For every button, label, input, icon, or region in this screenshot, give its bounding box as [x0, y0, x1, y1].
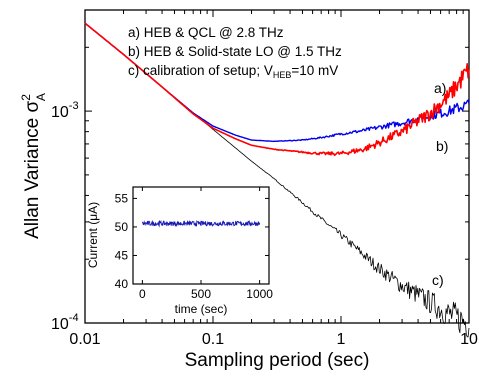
legend-line-b: b) HEB & Solid-state LO @ 1.5 THz: [128, 44, 342, 59]
series-label-b: b): [436, 138, 448, 154]
x-axis-label: Sampling period (sec): [185, 350, 370, 371]
x-tick-label: 0.1: [202, 331, 224, 348]
inset-x-axis-label: time (sec): [175, 302, 228, 316]
y-tick-label: 10-4: [51, 312, 79, 333]
inset-x-tick-label: 500: [191, 287, 211, 301]
legend-line-a: a) HEB & QCL @ 2.8 THz: [128, 25, 284, 40]
legend-line-c-pre: c) calibration of setup; V: [128, 63, 273, 78]
legend: a) HEB & QCL @ 2.8 THz b) HEB & Solid-st…: [128, 25, 342, 80]
y-axis-label-main: Allan Variance σ: [22, 101, 43, 239]
inset-y-tick-label: 45: [115, 248, 129, 262]
y-tick-label-base: 10: [51, 104, 69, 121]
y-axis-label: Allan Variance σ2A: [19, 93, 48, 239]
inset-frame: [132, 186, 270, 285]
x-tick-label: 1: [337, 331, 346, 348]
legend-line-c-sub: HEB: [273, 70, 292, 80]
legend-line-c: c) calibration of setup; VHEB=10 mV: [128, 63, 338, 80]
inset-y-tick-label: 55: [115, 191, 129, 205]
inset-chart: 0 500 1000 40 45 50 55 time (sec) Current (μA): [86, 186, 273, 316]
series-layer: [84, 22, 470, 338]
x-tick-label: 0.01: [69, 331, 100, 348]
inset-series-layer: [141, 219, 261, 228]
inset-x-tick-label: 1000: [246, 287, 273, 301]
x-tick-label: 10: [460, 331, 478, 348]
inset-current-trace: [141, 219, 261, 228]
y-tick-label-base: 10: [51, 316, 69, 333]
inset-axis-ticks: 0 500 1000 40 45 50 55: [115, 187, 273, 301]
y-tick-label-exp: -3: [69, 100, 79, 112]
inset-y-axis-label: Current (μA): [86, 202, 100, 268]
legend-line-c-post: =10 mV: [291, 63, 338, 78]
series-label-c: c): [432, 272, 444, 288]
y-axis-label-sub: A: [34, 93, 48, 101]
inset-y-tick-label: 50: [115, 220, 129, 234]
y-tick-label-exp: -4: [69, 312, 79, 324]
series-label-a: a): [434, 80, 446, 96]
series-line-a: [84, 22, 470, 157]
inset-x-tick-label: 0: [139, 287, 146, 301]
y-tick-label: 10-3: [51, 100, 79, 121]
main-plot-frame: [84, 9, 470, 324]
y-axis-label-sup: 2: [19, 94, 33, 101]
inset-y-tick-label: 40: [115, 277, 129, 291]
